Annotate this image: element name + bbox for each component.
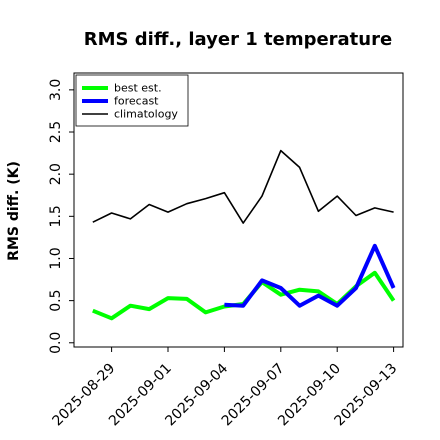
y-tick-label: 3.0 [48, 79, 64, 101]
legend-label: best est. [114, 82, 162, 95]
y-axis-label: RMS diff. (K) [6, 161, 22, 261]
y-tick-label: 2.0 [48, 163, 64, 185]
y-tick-label: 0.5 [48, 289, 64, 311]
plot-frame [73, 72, 404, 348]
plot-area [92, 149, 396, 321]
series-line-forecast [224, 243, 396, 308]
axes: 0.00.51.01.52.02.53.02025-08-292025-09-0… [48, 72, 404, 429]
y-tick-label: 1.5 [48, 205, 64, 227]
y-tick-label: 2.5 [48, 121, 64, 143]
legend-label: climatology [114, 108, 178, 121]
series-line-climatology [92, 149, 394, 224]
legend-label: forecast [114, 95, 159, 108]
y-tick-label: 1.0 [48, 247, 64, 269]
chart-title: RMS diff., layer 1 temperature [84, 29, 392, 50]
y-tick-label: 0.0 [48, 332, 64, 354]
